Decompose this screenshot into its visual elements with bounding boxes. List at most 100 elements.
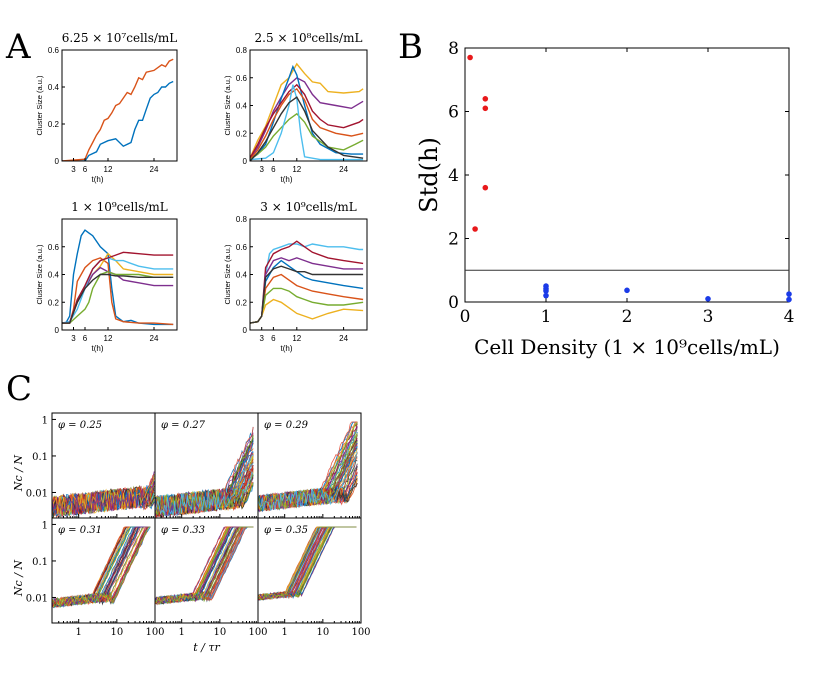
trajectory-line	[52, 475, 155, 515]
x-tick-label: 1	[281, 627, 287, 638]
plot-frame	[464, 47, 790, 303]
x-tick-label: 12	[104, 165, 113, 174]
subplot-phi-0.25: φ = 0.25 0.01 0.1 1	[26, 412, 156, 519]
trajectory-line	[52, 486, 155, 516]
series-line-s2	[250, 240, 364, 324]
x-tick-label: 10	[316, 627, 329, 638]
trajectory-line	[258, 440, 358, 512]
y-tick-label: 0	[55, 157, 60, 166]
data-point-red	[482, 105, 489, 112]
y-tick-label: 0.01	[26, 593, 48, 604]
x-tick-label: 6	[271, 334, 276, 343]
y-tick-label: 0.4	[48, 271, 60, 280]
x-tick-label: 12	[292, 165, 301, 174]
y-tick-label: 0.2	[48, 120, 60, 129]
trajectory-line	[155, 526, 254, 604]
curves-group	[52, 471, 155, 518]
series-line-s4	[250, 83, 364, 159]
y-tick-label: 0.6	[236, 243, 248, 252]
y-tick-label: 0.1	[32, 557, 48, 568]
series-group	[250, 62, 364, 161]
x-tick-label: 3	[703, 307, 714, 327]
phi-label: φ = 0.29	[264, 420, 309, 431]
y-tick-label: 0	[243, 326, 248, 335]
series-line-s6	[250, 112, 364, 161]
series-group	[62, 58, 174, 161]
trajectory-line	[52, 481, 155, 517]
data-point-blue	[543, 292, 549, 299]
phi-label: φ = 0.35	[264, 525, 308, 536]
y-tick-label: 0.6	[236, 74, 248, 83]
phi-label: φ = 0.31	[58, 525, 102, 536]
x-tick-label: 24	[339, 334, 348, 343]
chart-a2: 3 6 12 24 0 0.2 0.4 0.6 0.8 t(h) Cluster Size (a.u…	[223, 31, 368, 184]
y-axis-label: Std(h)	[415, 137, 443, 213]
y-tick-label: 0.6	[48, 46, 60, 55]
x-axis-label: Cell Density (1 × 10⁹cells/mL)	[474, 335, 780, 359]
trajectory-line	[155, 526, 254, 604]
chart-b: 0 1 2 3 4 0 2 4 6 8 Cell Density (1 × 10⁹cells/mL)…	[415, 39, 794, 359]
x-tick-label: 100	[351, 627, 370, 638]
data-point-red	[472, 226, 478, 232]
data-point-blue	[786, 291, 792, 297]
series-line-s5	[250, 87, 364, 161]
subplot-phi-0.35: φ = 0.35 1 10 100	[257, 517, 371, 638]
x-axis-label: t(h)	[281, 175, 293, 184]
curves-group	[258, 526, 357, 602]
y-tick-label: 0.8	[236, 46, 248, 55]
y-tick-label: 8	[448, 39, 459, 59]
subplot-phi-0.33: φ = 0.33 1 10 100	[154, 517, 268, 638]
series-group	[250, 240, 364, 324]
series-line-s2	[250, 76, 364, 160]
x-tick-label: 24	[150, 334, 159, 343]
y-tick-label: 0	[448, 293, 459, 313]
x-tick-label: 2	[622, 307, 633, 327]
x-tick-label: 1	[178, 627, 184, 638]
phi-label: φ = 0.33	[161, 525, 205, 536]
y-tick-label: 0.4	[236, 271, 248, 280]
series-line-s1	[250, 62, 364, 159]
series-line-s6	[250, 287, 364, 324]
chart-a1: 3 6 12 24 0 0.2 0.4 0.6 t(h) Cluster Size (a.u.) 6…	[35, 31, 178, 184]
series-line-s3	[62, 252, 174, 324]
x-tick-label: 3	[71, 165, 76, 174]
data-point-red	[482, 96, 489, 102]
trajectory-line	[258, 526, 357, 601]
plot-frame	[257, 517, 362, 624]
y-tick-label: 0.2	[236, 298, 248, 307]
chart-c: φ = 0.25 0.01 0.1 1 φ = 0.27 φ = 0.29 φ = 0.31…	[12, 412, 371, 654]
chart-title: 3 × 10⁹cells/mL	[260, 200, 356, 214]
x-tick-label: 100	[145, 627, 164, 638]
data-point-red	[467, 54, 473, 61]
subplot-phi-0.31: φ = 0.31 1 10 100 0.01 0.1 1	[26, 517, 165, 638]
y-axis-label-top: Nc / N	[12, 455, 25, 492]
series-line-s5	[250, 273, 364, 324]
x-tick-label: 10	[213, 627, 226, 638]
curves-group	[52, 526, 151, 609]
x-tick-label: 1	[75, 627, 81, 638]
trajectory-line	[52, 526, 151, 608]
phi-label: φ = 0.25	[58, 420, 102, 431]
subplot-phi-0.29: φ = 0.29	[257, 412, 362, 519]
series-line-s8	[250, 265, 364, 324]
trajectory-line	[52, 526, 151, 608]
y-tick-label: 0.8	[236, 215, 248, 224]
y-tick-label: 0	[55, 326, 60, 335]
y-tick-label: 1	[42, 520, 48, 531]
x-axis-label: t / τr	[193, 641, 220, 654]
curves-group	[155, 526, 254, 606]
trajectory-line	[155, 454, 254, 516]
x-tick-label: 12	[292, 334, 301, 343]
series-line-s6	[62, 257, 174, 324]
y-tick-label: 0	[243, 157, 248, 166]
panel-label-a: A	[5, 27, 31, 67]
x-tick-label: 6	[83, 334, 88, 343]
chart-title: 2.5 × 10⁸cells/mL	[255, 31, 363, 45]
x-tick-label: 100	[248, 627, 267, 638]
y-tick-label: 2	[448, 230, 459, 250]
y-axis-label: Cluster Size (a.u.)	[35, 244, 44, 305]
x-tick-label: 3	[259, 165, 264, 174]
x-axis-label: t(h)	[92, 344, 104, 353]
x-tick-label: 10	[110, 627, 123, 638]
y-axis-label-bottom: Nc / N	[12, 560, 25, 597]
